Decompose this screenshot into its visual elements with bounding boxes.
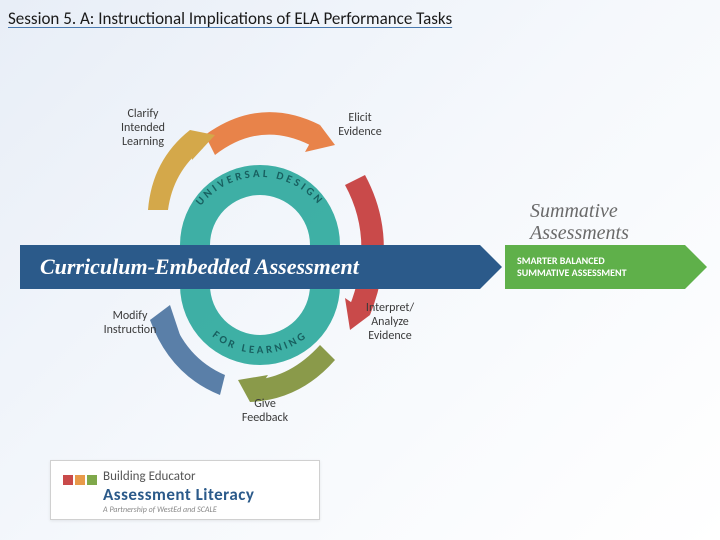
summative-label: Summative Assessments [530, 200, 710, 244]
footer-line3: A Partnership of WestEd and SCALE [103, 505, 254, 515]
label-feedback: Give Feedback [230, 398, 300, 426]
banner-main-text: Curriculum-Embedded Assessment [40, 254, 359, 280]
footer-logo-box: Building Educator Assessment Literacy A … [50, 460, 320, 520]
footer-line1: Building Educator [103, 469, 254, 484]
label-modify: Modify Instruction [95, 310, 165, 338]
banner-right-line2: SUMMATIVE ASSESSMENT [517, 267, 685, 279]
banner-curriculum-embedded: Curriculum-Embedded Assessment [20, 245, 480, 289]
footer-line2: Assessment Literacy [103, 484, 254, 505]
label-elicit: Elicit Evidence [330, 112, 390, 140]
label-clarify: Clarify Intended Learning [108, 108, 178, 149]
footer-squares-icon [63, 475, 97, 485]
assessment-cycle-diagram: UNIVERSAL DESIGN FOR LEARNING Clarify In… [20, 80, 700, 460]
page-title: Session 5. A: Instructional Implications… [8, 8, 452, 29]
banner-smarter-balanced: SMARTER BALANCED SUMMATIVE ASSESSMENT [505, 245, 685, 289]
label-interpret: Interpret/ Analyze Evidence [355, 302, 425, 343]
